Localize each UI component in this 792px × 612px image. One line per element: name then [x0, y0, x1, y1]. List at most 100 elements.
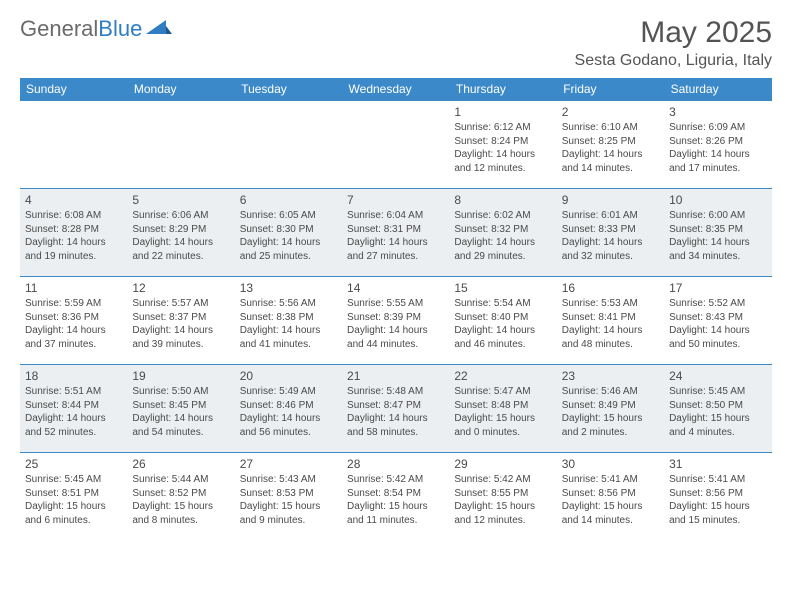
sunrise-line: Sunrise: 5:55 AM	[347, 297, 444, 311]
sunrise-line: Sunrise: 6:08 AM	[25, 209, 122, 223]
sunset-line: Sunset: 8:56 PM	[669, 487, 766, 501]
sunset-line: Sunset: 8:29 PM	[132, 223, 229, 237]
sunrise-line: Sunrise: 5:41 AM	[562, 473, 659, 487]
sunrise-line: Sunrise: 5:41 AM	[669, 473, 766, 487]
sunset-line: Sunset: 8:44 PM	[25, 399, 122, 413]
sunset-line: Sunset: 8:26 PM	[669, 135, 766, 149]
daylight-line: Daylight: 15 hours and 15 minutes.	[669, 500, 766, 527]
calendar-row: 18Sunrise: 5:51 AMSunset: 8:44 PMDayligh…	[20, 365, 772, 453]
daylight-line: Daylight: 15 hours and 0 minutes.	[454, 412, 551, 439]
day-number: 13	[240, 280, 337, 296]
calendar-cell: 3Sunrise: 6:09 AMSunset: 8:26 PMDaylight…	[664, 101, 771, 189]
calendar-row: 1Sunrise: 6:12 AMSunset: 8:24 PMDaylight…	[20, 101, 772, 189]
calendar-cell: 12Sunrise: 5:57 AMSunset: 8:37 PMDayligh…	[127, 277, 234, 365]
sunset-line: Sunset: 8:25 PM	[562, 135, 659, 149]
sunset-line: Sunset: 8:39 PM	[347, 311, 444, 325]
calendar-body: 1Sunrise: 6:12 AMSunset: 8:24 PMDaylight…	[20, 101, 772, 541]
daylight-line: Daylight: 14 hours and 39 minutes.	[132, 324, 229, 351]
day-number: 4	[25, 192, 122, 208]
logo: GeneralBlue	[20, 16, 172, 42]
calendar-cell: 23Sunrise: 5:46 AMSunset: 8:49 PMDayligh…	[557, 365, 664, 453]
sunrise-line: Sunrise: 6:05 AM	[240, 209, 337, 223]
logo-text-gray: General	[20, 16, 98, 41]
day-number: 6	[240, 192, 337, 208]
day-header: Wednesday	[342, 78, 449, 101]
calendar-cell: 14Sunrise: 5:55 AMSunset: 8:39 PMDayligh…	[342, 277, 449, 365]
sunrise-line: Sunrise: 5:52 AM	[669, 297, 766, 311]
day-number: 23	[562, 368, 659, 384]
day-number: 28	[347, 456, 444, 472]
daylight-line: Daylight: 14 hours and 14 minutes.	[562, 148, 659, 175]
sunrise-line: Sunrise: 6:06 AM	[132, 209, 229, 223]
sunset-line: Sunset: 8:43 PM	[669, 311, 766, 325]
day-number: 10	[669, 192, 766, 208]
calendar-cell: 31Sunrise: 5:41 AMSunset: 8:56 PMDayligh…	[664, 453, 771, 541]
calendar-cell	[20, 101, 127, 189]
day-number: 7	[347, 192, 444, 208]
day-header: Friday	[557, 78, 664, 101]
calendar-row: 11Sunrise: 5:59 AMSunset: 8:36 PM Dayligh…	[20, 277, 772, 365]
calendar-cell: 26Sunrise: 5:44 AMSunset: 8:52 PMDayligh…	[127, 453, 234, 541]
sunset-line: Sunset: 8:41 PM	[562, 311, 659, 325]
day-number: 24	[669, 368, 766, 384]
day-number: 26	[132, 456, 229, 472]
day-number: 11	[25, 280, 122, 296]
day-number: 8	[454, 192, 551, 208]
calendar-cell: 9Sunrise: 6:01 AMSunset: 8:33 PMDaylight…	[557, 189, 664, 277]
calendar-cell: 1Sunrise: 6:12 AMSunset: 8:24 PMDaylight…	[449, 101, 556, 189]
sunrise-line: Sunrise: 5:57 AM	[132, 297, 229, 311]
sunrise-line: Sunrise: 5:50 AM	[132, 385, 229, 399]
calendar-cell: 4Sunrise: 6:08 AMSunset: 8:28 PMDaylight…	[20, 189, 127, 277]
sunrise-line: Sunrise: 5:46 AM	[562, 385, 659, 399]
daylight-line: Daylight: 15 hours and 2 minutes.	[562, 412, 659, 439]
calendar-cell: 27Sunrise: 5:43 AMSunset: 8:53 PMDayligh…	[235, 453, 342, 541]
day-number: 2	[562, 104, 659, 120]
sunset-line: Sunset: 8:47 PM	[347, 399, 444, 413]
calendar-cell: 6Sunrise: 6:05 AMSunset: 8:30 PMDaylight…	[235, 189, 342, 277]
day-number: 20	[240, 368, 337, 384]
location-text: Sesta Godano, Liguria, Italy	[575, 52, 772, 70]
calendar-cell: 7Sunrise: 6:04 AMSunset: 8:31 PMDaylight…	[342, 189, 449, 277]
daylight-line: Daylight: 14 hours and 27 minutes.	[347, 236, 444, 263]
daylight-line: Daylight: 15 hours and 8 minutes.	[132, 500, 229, 527]
sunset-line: Sunset: 8:50 PM	[669, 399, 766, 413]
day-number: 15	[454, 280, 551, 296]
day-number: 1	[454, 104, 551, 120]
calendar-cell: 20Sunrise: 5:49 AMSunset: 8:46 PMDayligh…	[235, 365, 342, 453]
sunset-line: Sunset: 8:40 PM	[454, 311, 551, 325]
sunset-line: Sunset: 8:48 PM	[454, 399, 551, 413]
daylight-line: Daylight: 14 hours and 41 minutes.	[240, 324, 337, 351]
month-title: May 2025	[575, 16, 772, 50]
sunset-line: Sunset: 8:28 PM	[25, 223, 122, 237]
sunset-line: Sunset: 8:51 PM	[25, 487, 122, 501]
sunrise-line: Sunrise: 5:56 AM	[240, 297, 337, 311]
sunrise-line: Sunrise: 5:51 AM	[25, 385, 122, 399]
sunset-line: Sunset: 8:46 PM	[240, 399, 337, 413]
sunset-line: Sunset: 8:45 PM	[132, 399, 229, 413]
sunset-line: Sunset: 8:55 PM	[454, 487, 551, 501]
day-number: 27	[240, 456, 337, 472]
calendar-cell: 25Sunrise: 5:45 AMSunset: 8:51 PMDayligh…	[20, 453, 127, 541]
day-number: 30	[562, 456, 659, 472]
sunset-line: Sunset: 8:37 PM	[132, 311, 229, 325]
sunrise-line: Sunrise: 6:09 AM	[669, 121, 766, 135]
daylight-line: Daylight: 14 hours and 50 minutes.	[669, 324, 766, 351]
sunrise-line: Sunrise: 5:59 AM	[25, 297, 122, 311]
calendar-cell: 11Sunrise: 5:59 AMSunset: 8:36 PMDayligh…	[20, 277, 127, 365]
daylight-line: Daylight: 15 hours and 9 minutes.	[240, 500, 337, 527]
daylight-line: Daylight: 14 hours and 44 minutes.	[347, 324, 444, 351]
sunrise-line: Sunrise: 6:12 AM	[454, 121, 551, 135]
day-header-row: Sunday Monday Tuesday Wednesday Thursday…	[20, 78, 772, 101]
day-header: Thursday	[449, 78, 556, 101]
day-number: 31	[669, 456, 766, 472]
day-number: 16	[562, 280, 659, 296]
sunset-line: Sunset: 8:36 PM	[25, 311, 122, 325]
logo-text-blue: Blue	[98, 16, 142, 41]
sunrise-line: Sunrise: 5:43 AM	[240, 473, 337, 487]
sunset-line: Sunset: 8:35 PM	[669, 223, 766, 237]
daylight-line: Daylight: 15 hours and 14 minutes.	[562, 500, 659, 527]
calendar-cell: 24Sunrise: 5:45 AMSunset: 8:50 PMDayligh…	[664, 365, 771, 453]
header: GeneralBlue May 2025 Sesta Godano, Ligur…	[20, 16, 772, 70]
calendar-cell: 2Sunrise: 6:10 AMSunset: 8:25 PMDaylight…	[557, 101, 664, 189]
day-number: 12	[132, 280, 229, 296]
